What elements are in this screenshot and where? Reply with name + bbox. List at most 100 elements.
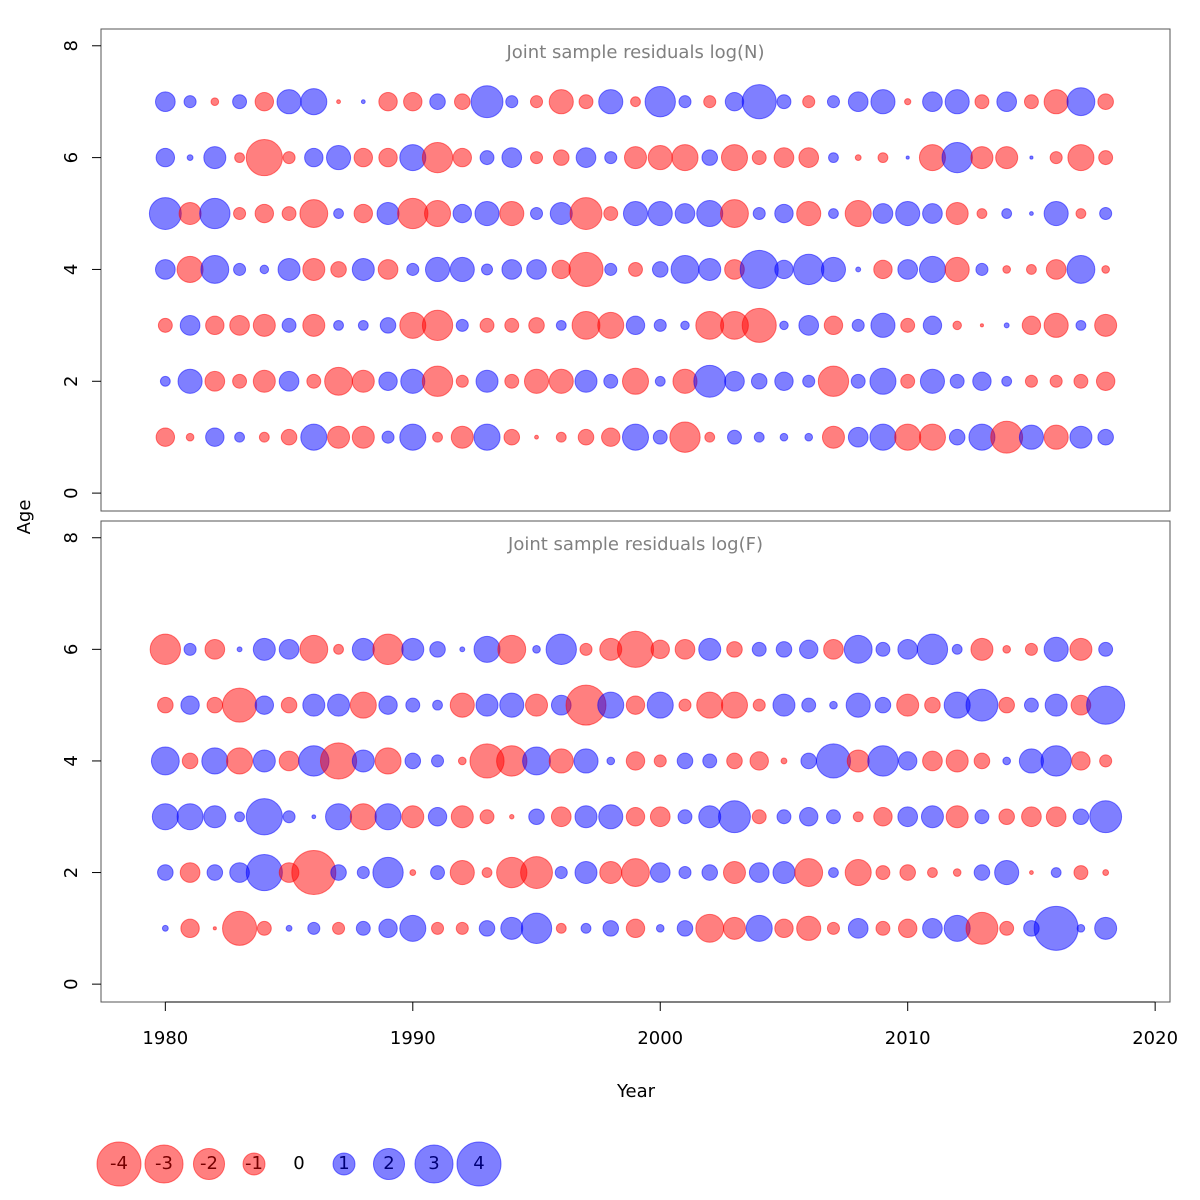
bubble: [577, 428, 595, 446]
bubble: [646, 691, 674, 719]
bubble: [875, 865, 891, 880]
bubble: [548, 368, 574, 394]
bubble: [826, 921, 840, 935]
bubble: [229, 315, 250, 336]
bubble: [1043, 636, 1069, 662]
bubble: [718, 800, 751, 834]
y-tick-label: 2: [61, 867, 82, 878]
bubble: [1097, 93, 1114, 110]
legend-label: 1: [338, 1153, 349, 1174]
bubble: [869, 423, 897, 451]
bubble: [151, 803, 179, 831]
bubble: [621, 423, 650, 451]
bubble: [899, 864, 916, 881]
bubble: [676, 920, 694, 937]
bubble: [597, 691, 625, 719]
bubble: [245, 853, 283, 892]
bubble: [529, 95, 544, 109]
bubble: [820, 256, 847, 282]
bubble: [1099, 754, 1113, 768]
bubble: [702, 753, 718, 769]
bubble: [970, 637, 994, 661]
bubble: [704, 431, 716, 443]
bubble: [1002, 645, 1011, 654]
bubble: [826, 809, 841, 825]
bubble: [970, 146, 994, 170]
bubble: [601, 427, 621, 447]
bubble: [625, 695, 646, 715]
bubble: [905, 155, 910, 160]
bubble: [154, 91, 176, 113]
bubble: [177, 368, 203, 394]
bubble: [796, 200, 822, 227]
bubble: [205, 427, 225, 447]
bubble: [897, 639, 919, 660]
bubble: [775, 641, 793, 658]
bubble: [1050, 867, 1062, 878]
bubble: [678, 95, 692, 109]
bubble: [924, 696, 941, 714]
bubble: [1072, 808, 1090, 826]
bubble: [376, 202, 400, 226]
bubble: [574, 805, 598, 829]
bubble: [1101, 265, 1110, 274]
bubble: [828, 208, 839, 219]
bubble: [776, 94, 792, 110]
bubble: [1075, 319, 1087, 331]
bubble: [179, 862, 201, 883]
bubble: [324, 366, 353, 396]
bubble: [555, 922, 567, 934]
bubble: [823, 315, 844, 336]
bubble: [649, 806, 671, 828]
bubble: [949, 373, 965, 389]
bubble: [374, 747, 402, 775]
bubble: [801, 697, 817, 713]
bubble: [523, 368, 550, 394]
bubble: [625, 315, 646, 336]
bubble: [204, 370, 226, 392]
bubble: [206, 864, 224, 881]
bubble: [475, 369, 499, 393]
bubble: [979, 323, 984, 328]
bubble: [478, 920, 496, 937]
bubble: [873, 807, 893, 827]
bubble: [603, 206, 619, 221]
y-tick-label: 0: [61, 978, 82, 989]
bubble: [399, 423, 427, 451]
bubble: [695, 310, 725, 340]
bubble: [698, 805, 722, 829]
bubble: [852, 811, 864, 823]
bubble: [922, 315, 943, 336]
bubble: [720, 199, 749, 228]
bubble: [473, 423, 501, 451]
bubble: [990, 420, 1024, 454]
bubble: [995, 146, 1019, 170]
bubble: [748, 862, 770, 883]
bubble: [212, 926, 217, 931]
bubble: [1023, 94, 1039, 110]
bubble: [479, 809, 495, 825]
bubble: [1044, 693, 1068, 717]
bubble: [874, 696, 892, 714]
bubble: [353, 203, 374, 224]
bubble: [945, 202, 969, 226]
bubble: [897, 806, 919, 828]
y-tick-label: 4: [61, 755, 82, 766]
bubble: [205, 315, 225, 336]
bubble: [604, 151, 618, 165]
bubble: [680, 320, 690, 331]
bubble: [774, 918, 794, 939]
bubble: [552, 149, 570, 166]
bubble: [180, 695, 200, 715]
bubble: [802, 374, 816, 388]
bubble: [1045, 806, 1067, 828]
bubble: [904, 98, 912, 106]
bubble: [722, 916, 746, 940]
bubble: [918, 255, 946, 283]
bubble: [429, 93, 446, 110]
bubble: [703, 95, 717, 109]
bubble: [397, 197, 429, 230]
bubble: [282, 151, 296, 165]
bubble: [459, 646, 466, 653]
